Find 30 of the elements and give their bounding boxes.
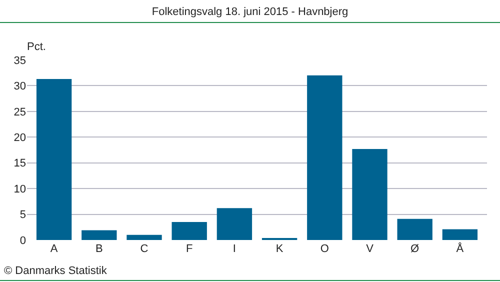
bar [397, 218, 432, 240]
x-tick-label: O [320, 243, 330, 255]
y-tick-label: 25 [14, 106, 26, 118]
y-tick-label: 10 [14, 183, 26, 196]
x-tick-label: A [50, 243, 58, 255]
y-tick-label: 35 [14, 54, 26, 67]
x-tick-label: K [276, 243, 284, 255]
bar [442, 229, 478, 240]
x-tick-label: I [232, 243, 236, 255]
y-axis-title: Pct. [27, 41, 46, 53]
x-tick-label: F [186, 243, 193, 255]
y-tick-label: 30 [14, 80, 26, 93]
y-tick-label: 5 [20, 209, 26, 222]
x-tick-label: Ø [410, 243, 420, 255]
x-tick-label: C [140, 243, 148, 255]
bar [172, 222, 207, 240]
bar [307, 75, 342, 240]
x-tick-label: B [95, 243, 103, 255]
bar [216, 208, 252, 240]
x-tick-label: V [366, 243, 374, 255]
bar [82, 230, 117, 240]
y-tick-label: 20 [14, 132, 26, 144]
bar [126, 234, 162, 240]
bar [352, 148, 388, 240]
bar [36, 79, 72, 240]
x-tick-label: Å [456, 242, 464, 255]
chart-title: Folketingsvalg 18. juni 2015 - Havnbjerg [152, 6, 348, 18]
y-tick-label: 0 [20, 234, 26, 247]
y-tick-label: 15 [14, 158, 26, 170]
text: © Danmarks Statistik [4, 265, 108, 277]
